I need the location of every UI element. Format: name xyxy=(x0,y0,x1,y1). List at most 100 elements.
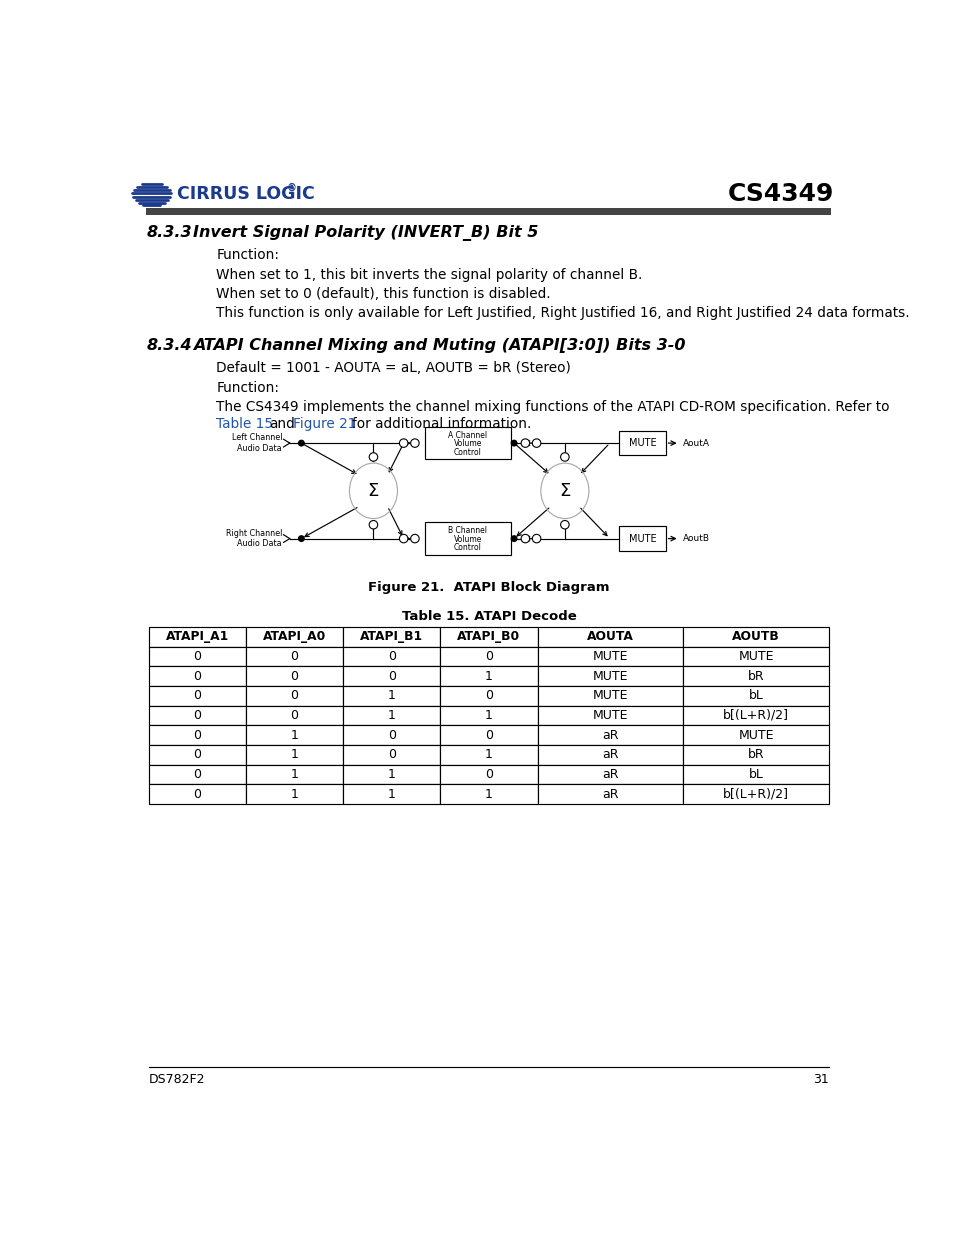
Bar xyxy=(149,647,246,667)
Text: 1: 1 xyxy=(484,709,493,722)
Text: 1: 1 xyxy=(387,788,395,800)
Bar xyxy=(149,745,246,764)
Text: When set to 1, this bit inverts the signal polarity of channel B.: When set to 1, this bit inverts the sign… xyxy=(216,268,641,282)
Bar xyxy=(343,647,440,667)
Bar xyxy=(537,667,682,687)
Bar xyxy=(246,745,343,764)
Bar xyxy=(246,627,343,647)
Text: MUTE: MUTE xyxy=(592,650,627,663)
Text: 1: 1 xyxy=(387,709,395,722)
Text: 0: 0 xyxy=(193,709,201,722)
Text: Left Channel: Left Channel xyxy=(232,433,282,442)
Text: $\Sigma$: $\Sigma$ xyxy=(558,482,571,500)
Text: MUTE: MUTE xyxy=(628,534,656,543)
Bar xyxy=(343,745,440,764)
Bar xyxy=(425,427,510,459)
Bar xyxy=(537,687,682,705)
Text: CS4349: CS4349 xyxy=(726,183,833,206)
Circle shape xyxy=(399,438,408,447)
Bar xyxy=(343,784,440,804)
Bar xyxy=(343,687,440,705)
Text: Table 15. ATAPI Decode: Table 15. ATAPI Decode xyxy=(401,610,576,624)
Bar xyxy=(440,667,537,687)
Text: 0: 0 xyxy=(193,748,201,761)
Text: 0: 0 xyxy=(291,709,298,722)
Text: 0: 0 xyxy=(484,729,493,742)
Bar xyxy=(618,431,665,456)
Circle shape xyxy=(369,453,377,461)
Bar xyxy=(343,725,440,745)
Text: 8.3.3: 8.3.3 xyxy=(146,225,192,240)
Circle shape xyxy=(410,438,418,447)
Text: MUTE: MUTE xyxy=(628,438,656,448)
Text: 0: 0 xyxy=(193,768,201,781)
Text: bR: bR xyxy=(747,669,763,683)
Text: MUTE: MUTE xyxy=(592,669,627,683)
Circle shape xyxy=(560,520,569,529)
Bar xyxy=(246,784,343,804)
Text: Volume: Volume xyxy=(454,535,481,543)
Text: When set to 0 (default), this function is disabled.: When set to 0 (default), this function i… xyxy=(216,287,550,301)
Text: 31: 31 xyxy=(813,1073,828,1086)
Text: aR: aR xyxy=(601,729,618,742)
Text: Default = 1001 - AOUTA = aL, AOUTB = bR (Stereo): Default = 1001 - AOUTA = aL, AOUTB = bR … xyxy=(216,362,571,375)
Text: MUTE: MUTE xyxy=(592,709,627,722)
Bar xyxy=(537,745,682,764)
Text: Table 15: Table 15 xyxy=(216,417,273,431)
Bar xyxy=(343,627,440,647)
Text: 1: 1 xyxy=(484,788,493,800)
Text: Function:: Function: xyxy=(216,248,279,262)
Bar xyxy=(682,687,828,705)
Text: Control: Control xyxy=(454,543,481,552)
Bar xyxy=(440,627,537,647)
Text: AOUTB: AOUTB xyxy=(732,630,780,643)
Bar xyxy=(246,687,343,705)
Bar xyxy=(440,784,537,804)
Circle shape xyxy=(520,438,529,447)
Text: and: and xyxy=(269,417,294,431)
Text: Audio Data: Audio Data xyxy=(237,445,282,453)
Bar xyxy=(537,647,682,667)
Circle shape xyxy=(510,535,517,542)
Bar xyxy=(146,207,831,215)
Text: 0: 0 xyxy=(387,748,395,761)
Bar xyxy=(537,627,682,647)
Circle shape xyxy=(520,535,529,543)
Text: 0: 0 xyxy=(193,689,201,703)
Text: MUTE: MUTE xyxy=(738,729,773,742)
Bar xyxy=(537,784,682,804)
Bar xyxy=(440,705,537,725)
Bar xyxy=(440,764,537,784)
Bar xyxy=(682,647,828,667)
Text: Right Channel: Right Channel xyxy=(226,529,282,537)
Text: aR: aR xyxy=(601,748,618,761)
Text: 1: 1 xyxy=(484,748,493,761)
Bar xyxy=(246,647,343,667)
Text: $\Sigma$: $\Sigma$ xyxy=(367,482,379,500)
Text: CIRRUS LOGIC: CIRRUS LOGIC xyxy=(176,185,314,204)
Text: 0: 0 xyxy=(387,650,395,663)
Circle shape xyxy=(532,438,540,447)
Text: 0: 0 xyxy=(193,788,201,800)
Text: AoutA: AoutA xyxy=(682,438,709,447)
Text: 1: 1 xyxy=(484,669,493,683)
Text: MUTE: MUTE xyxy=(738,650,773,663)
Circle shape xyxy=(510,440,517,447)
Text: Figure 21: Figure 21 xyxy=(293,417,355,431)
Text: 1: 1 xyxy=(291,729,298,742)
Bar xyxy=(149,725,246,745)
Text: b[(L+R)/2]: b[(L+R)/2] xyxy=(722,788,788,800)
Text: ®: ® xyxy=(286,183,296,193)
Circle shape xyxy=(297,440,305,447)
Text: ATAPI_B0: ATAPI_B0 xyxy=(456,630,520,643)
Text: 1: 1 xyxy=(291,748,298,761)
Bar xyxy=(149,687,246,705)
Bar xyxy=(537,764,682,784)
Text: Invert Signal Polarity (INVERT_B) Bit 5: Invert Signal Polarity (INVERT_B) Bit 5 xyxy=(193,225,537,241)
Text: This function is only available for Left Justified, Right Justified 16, and Righ: This function is only available for Left… xyxy=(216,306,909,320)
Text: aR: aR xyxy=(601,788,618,800)
Bar xyxy=(246,764,343,784)
Text: AoutB: AoutB xyxy=(682,534,709,543)
Bar xyxy=(149,627,246,647)
Bar xyxy=(440,745,537,764)
